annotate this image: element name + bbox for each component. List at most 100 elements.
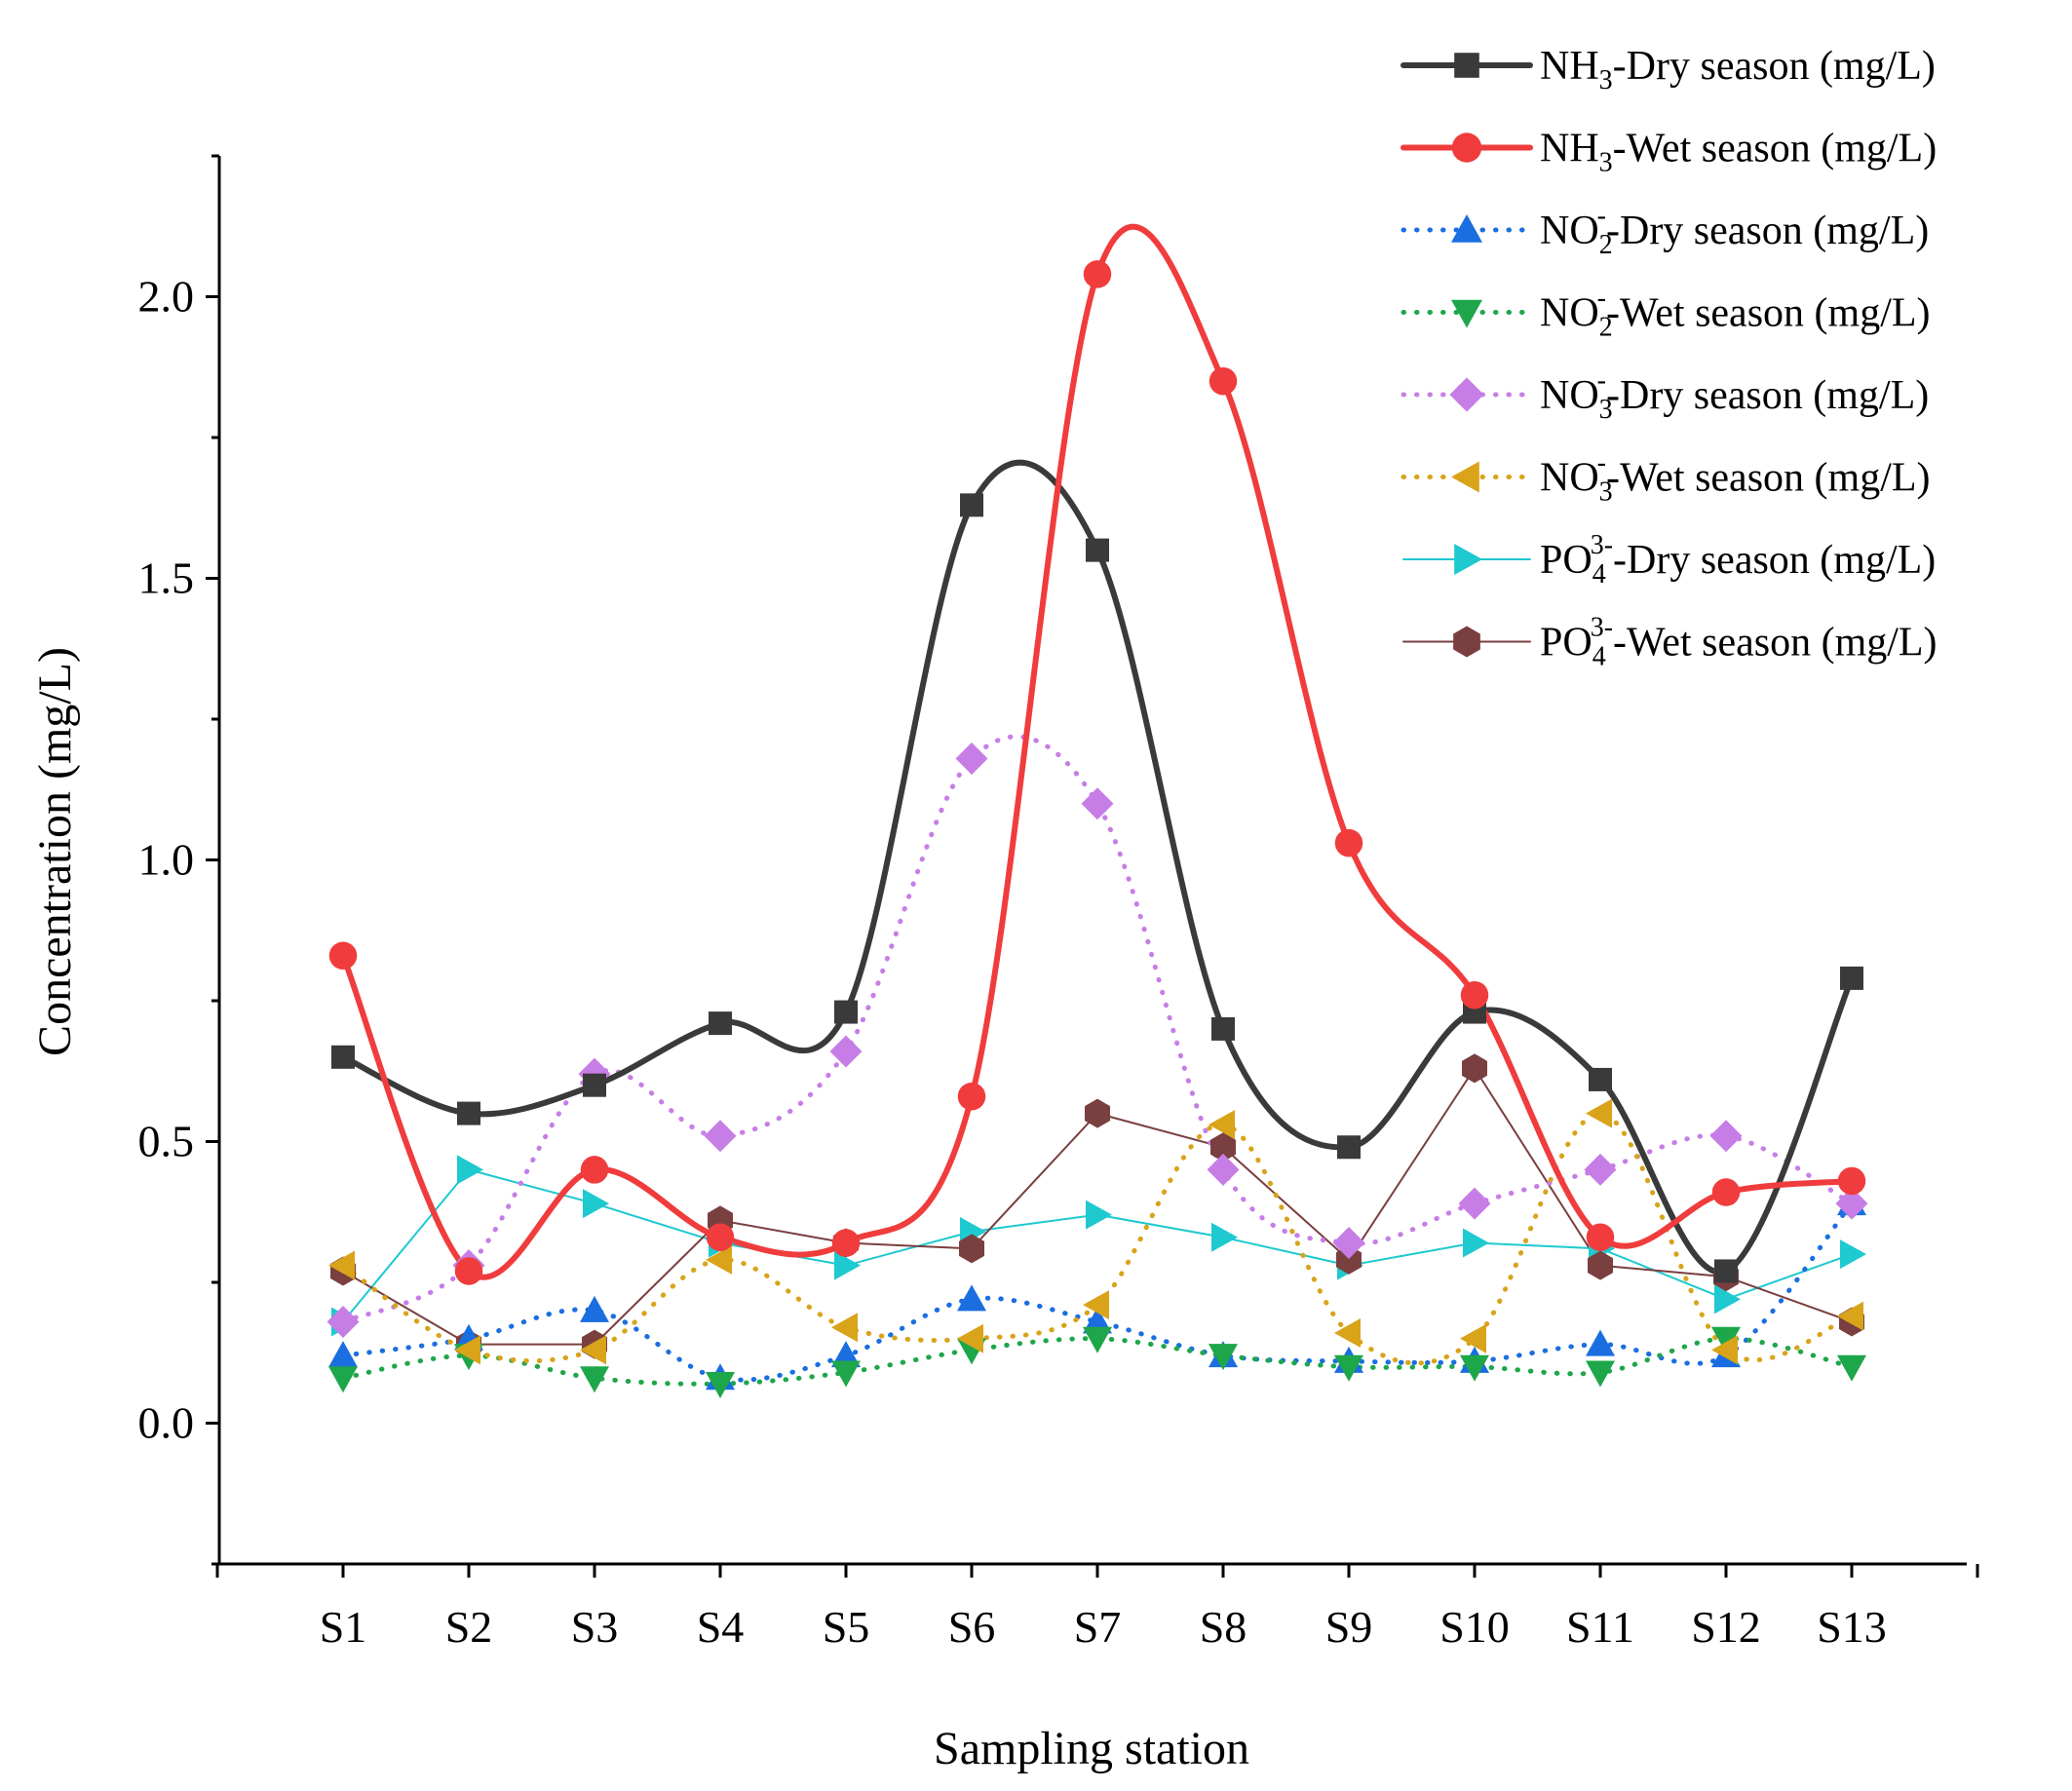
y-tick-label: 2.0 — [138, 272, 195, 322]
legend-label: NO3--Dry season (mg/L) — [1540, 365, 1929, 425]
axes: 0.0 0.5 1.0 1.5 2.0 S1 S2 S3 S4 S5 S6 S7 S8 S9 S10 S11 S… — [138, 154, 1979, 1652]
legend-item-5: NO3--Dry season (mg/L) — [1401, 365, 1929, 425]
x-tick-label: S3 — [571, 1602, 619, 1652]
legend-label-rest: -Wet season (mg/L) — [1606, 291, 1931, 336]
data-point-s5-s12 — [1709, 1120, 1743, 1153]
x-tick-label: S12 — [1691, 1602, 1761, 1652]
data-point-s8-s7 — [1085, 1098, 1110, 1128]
y-tick-label: 1.0 — [138, 835, 195, 885]
legend-label-subscript: 4 — [1592, 642, 1606, 672]
legend-label-rest: -Dry season (mg/L) — [1606, 209, 1929, 253]
legend-marker — [1454, 544, 1482, 575]
data-point-s1-s3 — [583, 1073, 606, 1097]
legend-item-4: NO2--Wet season (mg/L) — [1401, 284, 1931, 343]
x-tick-label: S6 — [948, 1602, 996, 1652]
data-point-s4-s13 — [1837, 1354, 1866, 1382]
data-point-s3-s3 — [580, 1295, 609, 1322]
data-point-s1-s2 — [457, 1101, 480, 1125]
data-point-s5-s1 — [326, 1305, 360, 1338]
data-point-s5-s6 — [955, 742, 988, 775]
y-tick-label: 0.0 — [138, 1398, 195, 1448]
legend-marker — [1451, 299, 1482, 328]
data-point-s2-s3 — [580, 1156, 609, 1184]
series-markers — [326, 260, 1868, 1399]
data-point-s6-s5 — [831, 1313, 858, 1343]
data-point-s5-s9 — [1332, 1227, 1365, 1260]
data-point-s7-s8 — [1211, 1222, 1238, 1252]
y-axis-title: Concentration (mg/L) — [29, 647, 81, 1056]
data-point-s2-s11 — [1586, 1223, 1615, 1252]
legend-label-superscript: - — [1597, 201, 1606, 231]
legend-label-main: PO — [1540, 621, 1592, 666]
data-point-s4-s12 — [1711, 1326, 1741, 1353]
x-tick-label: S2 — [445, 1602, 493, 1652]
data-point-s4-s9 — [1334, 1354, 1363, 1382]
legend-label-main: NO — [1540, 373, 1599, 418]
legend-label-rest: -Dry season (mg/L) — [1613, 538, 1936, 583]
x-tick-label: S8 — [1200, 1602, 1247, 1652]
legend-label-main: NO — [1540, 456, 1599, 501]
series-line-1 — [340, 459, 1855, 1276]
data-point-s7-s3 — [583, 1189, 609, 1219]
legend-label-superscript: - — [1597, 284, 1606, 314]
data-point-s3-s11 — [1586, 1329, 1615, 1356]
legend-item-2: NH3-Wet season (mg/L) — [1401, 127, 1938, 178]
data-point-s8-s10 — [1462, 1053, 1487, 1084]
data-point-s3-s5 — [831, 1341, 861, 1368]
data-point-s5-s13 — [1835, 1187, 1868, 1220]
legend-label-main: NO — [1540, 291, 1599, 336]
data-point-s4-s5 — [831, 1360, 861, 1388]
data-point-s7-s13 — [1840, 1239, 1866, 1270]
x-tick-label: S10 — [1439, 1602, 1510, 1652]
legend-item-8: PO43--Wet season (mg/L) — [1402, 613, 1938, 672]
legend-label: NO2--Wet season (mg/L) — [1540, 284, 1931, 343]
data-point-s2-s12 — [1711, 1178, 1741, 1206]
data-point-s7-s2 — [457, 1155, 483, 1185]
legend-label-main: NO — [1540, 209, 1599, 253]
legend-label: PO43--Wet season (mg/L) — [1540, 613, 1938, 672]
data-point-s8-s11 — [1588, 1250, 1613, 1280]
data-point-s2-s2 — [454, 1257, 483, 1285]
data-point-s6-s13 — [1837, 1301, 1863, 1331]
legend-label-superscript: 3- — [1591, 530, 1613, 560]
legend-label-subscript: 3 — [1599, 148, 1613, 178]
data-point-s7-s10 — [1463, 1228, 1489, 1258]
x-tick-label: S1 — [320, 1602, 367, 1652]
data-point-s5-s11 — [1584, 1153, 1617, 1186]
data-point-s8-s8 — [1210, 1132, 1236, 1162]
data-point-s6-s11 — [1586, 1098, 1612, 1128]
x-tick-label: S4 — [697, 1602, 745, 1652]
data-point-s4-s3 — [580, 1366, 609, 1393]
data-point-s2-s4 — [706, 1223, 735, 1252]
y-tick-label: 0.5 — [138, 1117, 195, 1166]
data-point-s4-s4 — [706, 1372, 735, 1399]
data-point-s8-s6 — [959, 1234, 984, 1264]
data-point-s1-s5 — [834, 1000, 858, 1024]
data-point-s2-s5 — [831, 1229, 861, 1257]
y-tick-label: 1.5 — [138, 553, 195, 603]
data-point-s2-s9 — [1334, 828, 1363, 857]
series-line-5 — [340, 734, 1855, 1324]
series-line-3 — [340, 1200, 1855, 1383]
data-point-s6-s4 — [706, 1244, 732, 1275]
legend-marker — [1451, 461, 1479, 493]
legend-label-subscript: 3 — [1599, 65, 1613, 95]
legend-item-3: NO2--Dry season (mg/L) — [1401, 201, 1929, 260]
data-point-s1-s4 — [709, 1011, 732, 1036]
legend-item-1: NH3-Dry season (mg/L) — [1401, 44, 1936, 95]
legend-marker — [1449, 377, 1484, 412]
legend-label-rest: -Wet season (mg/L) — [1613, 127, 1938, 171]
data-point-s6-s2 — [454, 1335, 480, 1365]
data-point-s6-s3 — [580, 1335, 606, 1365]
data-point-s7-s7 — [1086, 1200, 1112, 1230]
legend-label-main: PO — [1540, 538, 1592, 583]
data-point-s6-s6 — [957, 1323, 983, 1353]
legend-label-rest: -Wet season (mg/L) — [1613, 621, 1938, 666]
data-point-s1-s6 — [960, 493, 983, 517]
x-tick-label: S11 — [1566, 1602, 1634, 1652]
legend-label: NH3-Dry season (mg/L) — [1540, 44, 1936, 95]
data-point-s1-s9 — [1337, 1135, 1361, 1160]
legend-label-subscript: 4 — [1592, 559, 1606, 590]
data-point-s6-s10 — [1460, 1323, 1486, 1353]
data-point-s1-s1 — [331, 1045, 355, 1069]
